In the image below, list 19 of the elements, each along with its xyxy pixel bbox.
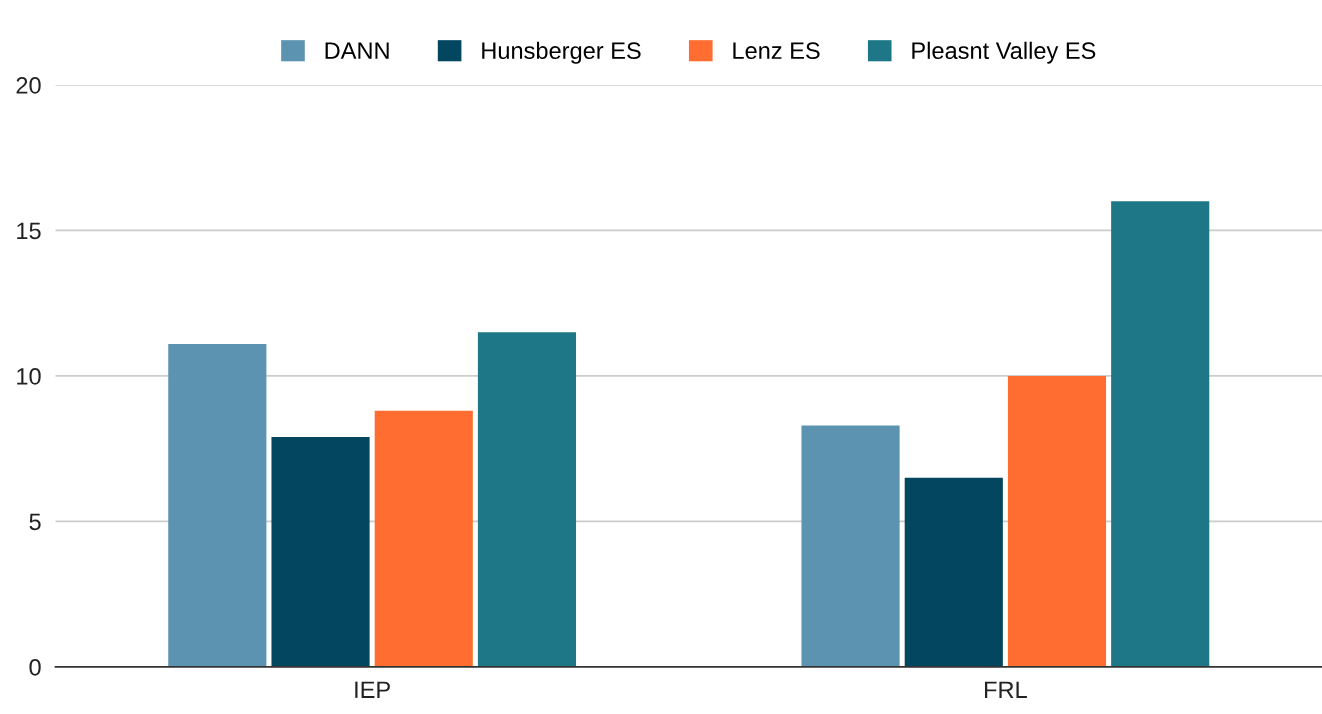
bar xyxy=(271,437,370,667)
bar xyxy=(374,410,473,667)
legend-label: Pleasnt Valley ES xyxy=(912,41,1096,64)
x-tick-label: FRL xyxy=(985,681,1027,698)
y-tick-label: 10 xyxy=(17,367,41,385)
bar xyxy=(1111,201,1210,667)
legend-label: DANN xyxy=(325,42,389,59)
bar xyxy=(168,343,267,667)
y-tick-label: 15 xyxy=(17,222,41,240)
y-tick-label: 5 xyxy=(29,513,41,531)
y-tick-label: 20 xyxy=(16,77,41,94)
bar xyxy=(477,332,577,667)
bar xyxy=(801,425,900,667)
x-tick-label: IEP xyxy=(355,681,390,698)
legend-label: Hunsberger ES xyxy=(482,41,641,64)
legend-label: Lenz ES xyxy=(733,42,820,60)
y-tick-label: 0 xyxy=(29,658,41,676)
bar xyxy=(904,477,1003,667)
bar xyxy=(1007,375,1107,667)
